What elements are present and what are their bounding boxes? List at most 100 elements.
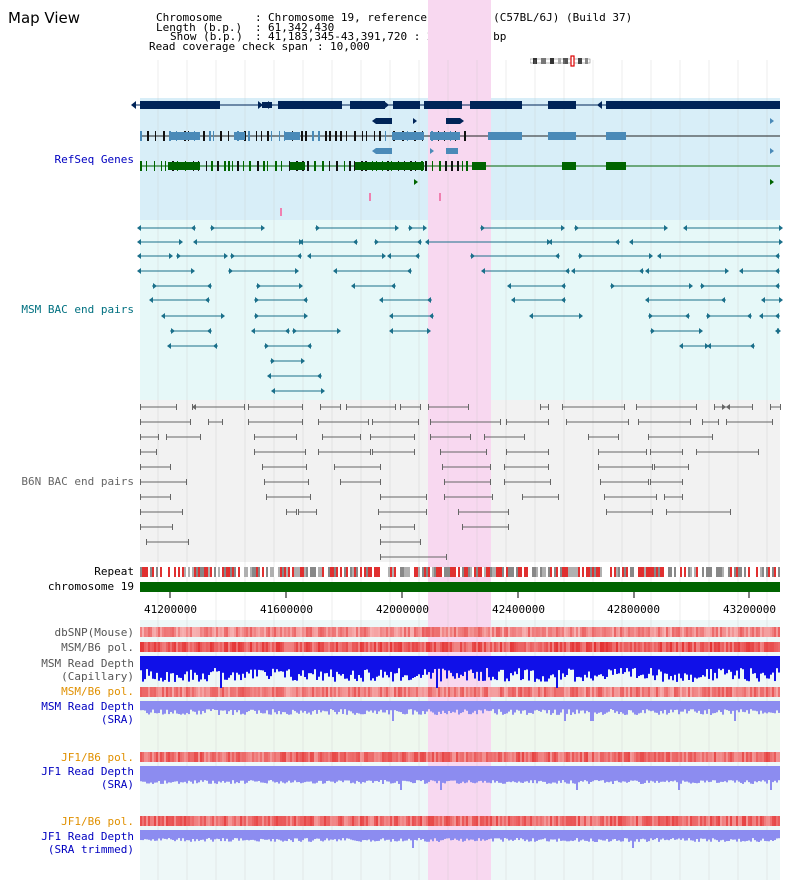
bac-end xyxy=(140,494,141,500)
repeat-block xyxy=(314,567,316,577)
track-label-dbsnp[interactable]: dbSNP(Mouse) xyxy=(54,626,134,639)
bac-end xyxy=(137,253,141,259)
depth-bar xyxy=(204,656,206,680)
depth-bar xyxy=(376,701,378,714)
depth-bar xyxy=(646,766,648,781)
heat-cell xyxy=(368,687,370,697)
repeat-block xyxy=(258,567,260,577)
depth-bar xyxy=(294,830,296,839)
bac-end xyxy=(579,313,583,319)
depth-bar xyxy=(434,766,436,782)
depth-bar xyxy=(762,656,764,673)
repeat-block xyxy=(758,567,760,577)
bac-end xyxy=(296,509,297,515)
track-label-jf1-b6-pol-1[interactable]: JF1/B6 pol. xyxy=(61,751,134,764)
heat-cell xyxy=(280,642,282,652)
heat-cell xyxy=(358,627,360,637)
track-label-msm-b6-pol-1[interactable]: MSM/B6 pol. xyxy=(61,641,134,654)
depth-bar xyxy=(482,656,484,681)
depth-bar xyxy=(722,830,724,840)
bac-end xyxy=(380,554,381,560)
track-label-jf1-read-depth-sra[interactable]: JF1 Read Depth xyxy=(41,765,134,778)
track-label-msm-bac[interactable]: MSM BAC end pairs xyxy=(21,303,134,316)
depth-bar xyxy=(698,830,700,842)
track-label-refseq[interactable]: RefSeq Genes xyxy=(54,153,134,166)
heat-cell xyxy=(500,687,502,697)
heat-cell xyxy=(602,816,604,826)
track-label-msm-read-depth-sra[interactable]: MSM Read Depth xyxy=(41,700,134,713)
heat-cell xyxy=(552,627,554,637)
heat-cell xyxy=(566,687,568,697)
gene-exon xyxy=(237,161,239,171)
depth-bar xyxy=(380,830,382,840)
heat-cell xyxy=(512,642,514,652)
gene-strand-arrow xyxy=(268,101,273,109)
heat-cell xyxy=(616,816,618,826)
depth-bar xyxy=(746,701,748,711)
heat-cell xyxy=(630,642,632,652)
repeat-block xyxy=(548,567,550,577)
heat-cell xyxy=(652,687,654,697)
heat-cell xyxy=(146,752,148,762)
track-label-repeat[interactable]: Repeat xyxy=(94,565,134,578)
highlight-band xyxy=(428,0,491,880)
heat-cell xyxy=(614,627,616,637)
repeat-block xyxy=(630,567,632,577)
track-label-jf1-b6-pol-2[interactable]: JF1/B6 pol. xyxy=(61,815,134,828)
repeat-block xyxy=(320,567,322,577)
heat-cell xyxy=(352,687,354,697)
depth-bar xyxy=(640,766,642,784)
heat-cell xyxy=(688,687,690,697)
track-label-msm-read-depth-cap[interactable]: MSM Read Depth xyxy=(41,657,134,670)
heat-cell xyxy=(160,752,162,762)
chromosome-ideogram[interactable] xyxy=(529,52,592,67)
heat-cell xyxy=(422,687,424,697)
depth-bar xyxy=(680,766,682,784)
heat-cell xyxy=(638,816,640,826)
depth-bar xyxy=(708,656,710,679)
heat-cell xyxy=(676,687,678,697)
depth-bar xyxy=(596,656,598,677)
depth-bar xyxy=(288,766,290,781)
heat-cell xyxy=(738,816,740,826)
track-label-msm-b6-pol-2[interactable]: MSM/B6 pol. xyxy=(61,685,134,698)
depth-bar xyxy=(732,766,734,781)
depth-bar xyxy=(192,656,194,680)
depth-bar xyxy=(236,766,238,783)
heat-cell xyxy=(300,752,302,762)
heat-cell xyxy=(766,627,768,637)
depth-bar xyxy=(676,830,678,840)
depth-bar xyxy=(494,701,496,714)
depth-bar xyxy=(308,766,310,782)
heat-cell xyxy=(530,642,532,652)
depth-bar xyxy=(146,830,148,840)
depth-bar xyxy=(180,830,182,841)
heat-cell xyxy=(620,642,622,652)
heat-cell xyxy=(752,687,754,697)
depth-bar xyxy=(240,701,242,715)
track-label-b6n-bac[interactable]: B6N BAC end pairs xyxy=(21,475,134,488)
track-label-jf1-read-depth-trim[interactable]: JF1 Read Depth xyxy=(41,830,134,843)
heat-cell xyxy=(416,687,418,697)
bac-end xyxy=(486,449,487,455)
heat-cell xyxy=(172,642,174,652)
heat-cell xyxy=(262,627,264,637)
depth-bar xyxy=(704,656,706,677)
repeat-block xyxy=(256,567,258,577)
depth-bar xyxy=(440,830,442,841)
depth-bar xyxy=(412,766,414,784)
repeat-block xyxy=(192,567,194,577)
heat-cell xyxy=(308,752,310,762)
heat-cell xyxy=(240,642,242,652)
depth-bar xyxy=(142,766,144,782)
depth-bar xyxy=(556,701,558,715)
heat-cell xyxy=(774,642,776,652)
track-label-chromosome[interactable]: chromosome 19 xyxy=(47,580,134,593)
heat-cell xyxy=(710,642,712,652)
depth-bar xyxy=(712,766,714,781)
depth-bar xyxy=(660,766,662,782)
heat-cell xyxy=(638,627,640,637)
heat-cell xyxy=(702,642,704,652)
heat-cell xyxy=(554,642,556,652)
